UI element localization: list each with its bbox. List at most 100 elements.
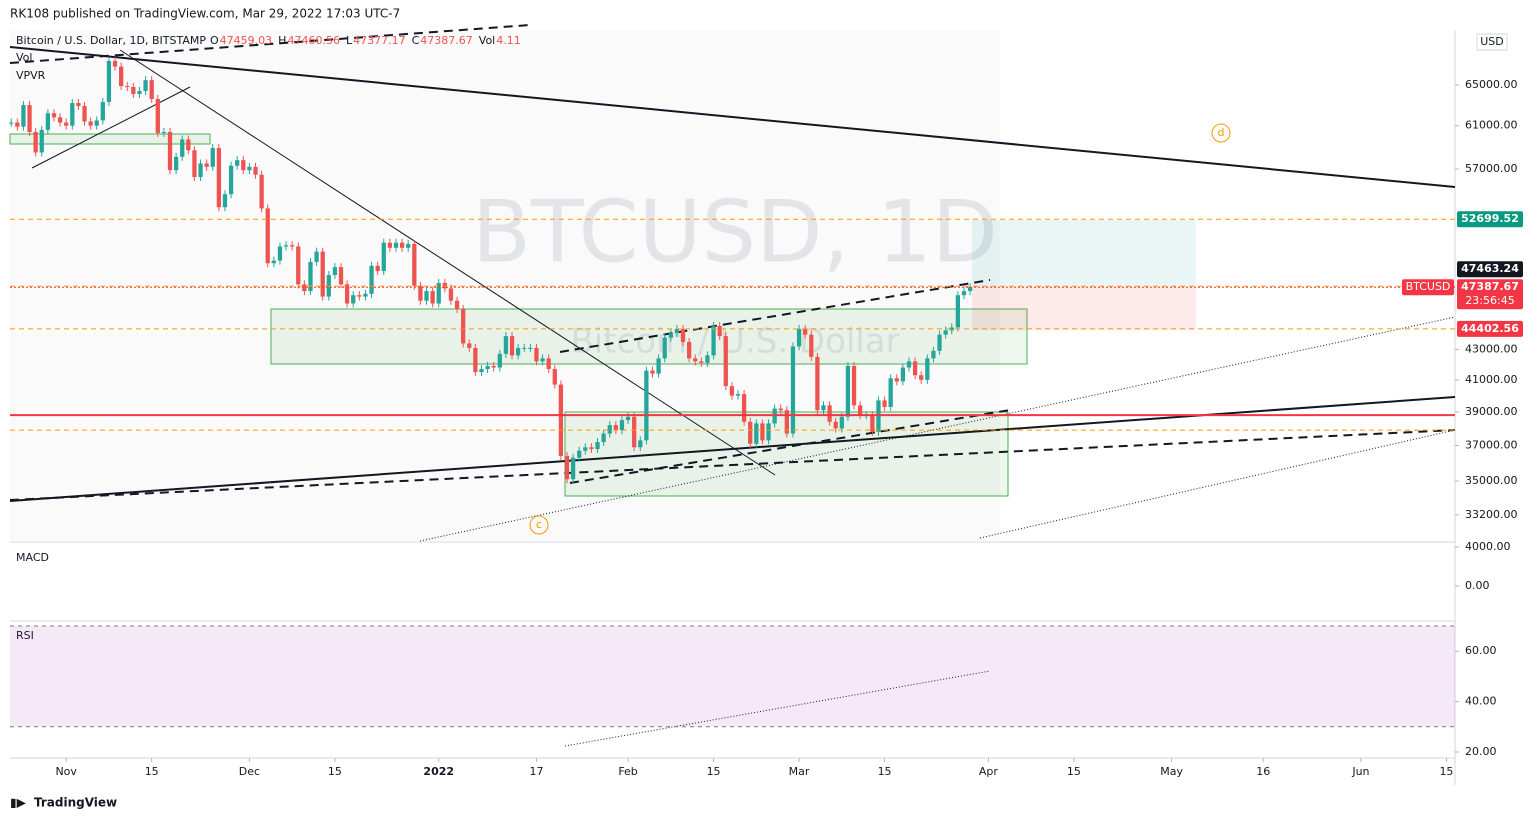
candle [467,343,472,348]
candle [955,295,960,328]
candle [296,246,301,285]
currency[interactable]: USD [1480,35,1504,48]
ohlc-label: O [210,34,219,47]
candle [100,101,105,121]
candle [302,284,307,292]
ohlc-value: 47387.67 [420,34,473,47]
symbol-tag-label: BTCUSD [1406,280,1451,293]
candle [216,148,222,208]
x-tick-label: 17 [529,765,543,778]
candle [332,267,338,276]
candle [192,150,197,177]
candle [198,163,203,177]
candle [540,358,545,362]
y-tick-label: 0.00 [1465,579,1490,592]
candle [27,105,32,132]
x-tick-label: 16 [1256,765,1270,778]
candle [497,353,502,368]
candle [711,326,716,356]
candle [876,400,881,432]
candle [45,113,51,130]
candle [931,350,936,359]
candle [503,336,509,354]
candle [412,243,417,286]
candle [387,242,393,248]
candle [741,394,747,422]
candle [430,291,435,304]
candle [357,295,362,297]
candle [528,347,533,349]
candle [607,425,612,434]
x-tick-label: 15 [1439,765,1453,778]
symbol-title: Bitcoin / U.S. Dollar, 1D, BITSTAMP [16,34,206,47]
candle [424,291,429,301]
indicator-label: VPVR [16,69,46,82]
candle [155,98,160,134]
candle [351,295,356,304]
annotation: c [536,518,542,531]
candle [919,375,924,380]
candle [766,423,771,441]
x-tick-label: 15 [328,765,342,778]
countdown: 23:56:45 [1465,294,1514,307]
candle [88,121,93,126]
candle [94,120,99,126]
candle [180,139,185,157]
candle [314,251,319,262]
candle [173,156,179,171]
trendline [119,49,776,476]
currency-box[interactable] [1476,33,1508,51]
ohlc-value: 47460.56 [287,34,340,47]
candle [338,267,344,285]
publisher: RK108 published on TradingView.com, Mar … [10,7,400,21]
candle [125,86,130,88]
candle [33,131,38,153]
candle [82,106,87,122]
candle [491,365,496,368]
candle [119,66,124,87]
indicator-label: MACD [16,551,49,564]
candle [882,400,887,407]
candle [51,113,57,118]
candle [436,283,441,304]
candle [638,440,643,448]
x-tick-label: May [1160,765,1183,778]
candle [912,361,918,376]
candle [167,131,173,171]
candle [241,160,246,171]
ohlc-value: 47459.03 [220,34,273,47]
candle [15,122,20,127]
candle [967,287,973,292]
candle [64,122,69,126]
candle [534,347,539,362]
candle [399,242,405,248]
x-tick-label: Feb [618,765,637,778]
trendline [9,46,1456,188]
candle [39,129,44,153]
trendline [9,429,1456,501]
candle [754,423,759,444]
candle [650,370,655,374]
candle [845,365,851,417]
level-box [1457,261,1523,278]
ohlc-label: Vol [479,34,495,47]
candle [827,405,832,422]
x-tick-label: 15 [878,765,892,778]
candle [552,369,557,385]
candle [247,166,252,171]
y-tick-label: 35000.00 [1465,474,1518,487]
candle [858,405,863,416]
candle [283,245,289,247]
candle [613,425,618,431]
annotation-circle [1211,123,1231,143]
candle [57,117,63,123]
y-tick-label: 39000.00 [1465,405,1518,418]
x-tick-label: Jun [1351,765,1369,778]
ohlc-label: C [412,34,420,47]
level-label: 52699.52 [1461,212,1519,225]
candle [821,405,826,411]
candle [369,265,374,294]
candle [448,288,454,301]
y-tick-label: 65000.00 [1465,78,1518,91]
